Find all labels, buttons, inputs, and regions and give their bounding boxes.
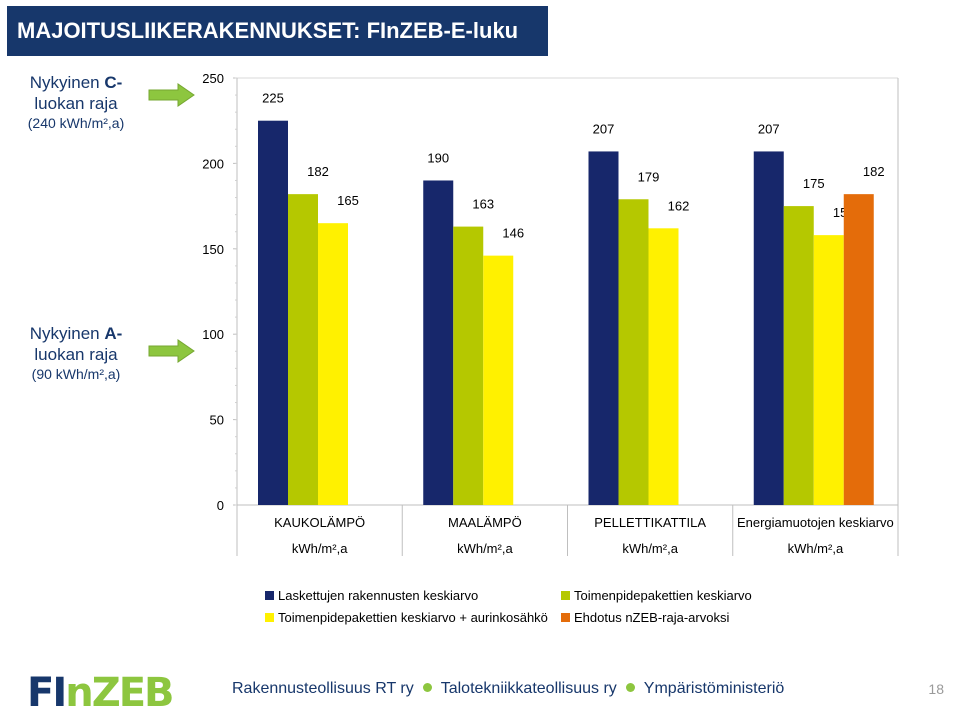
a-class-value: (90 kWh/m²,a) <box>31 366 121 382</box>
data-label: 146 <box>502 226 524 241</box>
c-class-letter: C- <box>104 73 123 92</box>
c-class-arrow-icon <box>148 83 195 107</box>
partner-talotekniikka: Talotekniikkateollisuus ry <box>440 680 617 697</box>
bar <box>318 223 348 505</box>
legend-swatch <box>561 591 570 600</box>
data-label: 225 <box>262 91 284 106</box>
a-class-limit-label: Nykyinen A- luokan raja (90 kWh/m²,a) <box>14 323 138 383</box>
legend-item-series-4: Ehdotus nZEB-raja-arvoksi <box>561 610 729 625</box>
y-tick-label: 200 <box>202 156 224 171</box>
legend-label: Ehdotus nZEB-raja-arvoksi <box>574 610 730 625</box>
legend-item-series-3: Toimenpidepakettien keskiarvo + aurinkos… <box>265 610 548 625</box>
bar <box>423 180 454 506</box>
data-label: 162 <box>668 198 690 213</box>
x-unit-label: kWh/m²,a <box>622 541 678 556</box>
bar <box>648 228 679 505</box>
legend-label: Toimenpidepakettien keskiarvo <box>574 588 752 603</box>
c-class-value: (240 kWh/m²,a) <box>27 115 125 131</box>
bar <box>813 235 844 506</box>
a-class-line2: luokan raja <box>34 345 118 364</box>
c-class-line2: luokan raja <box>34 94 118 113</box>
legend-swatch <box>265 591 274 600</box>
y-tick-label: 100 <box>202 327 224 342</box>
legend-item-series-1: Laskettujen rakennusten keskiarvo <box>265 588 478 603</box>
x-unit-label: kWh/m²,a <box>457 541 513 556</box>
a-class-arrow-icon <box>148 339 195 363</box>
bar <box>453 226 484 505</box>
bar <box>258 120 288 505</box>
finzeb-logo: FInZEB <box>27 673 175 709</box>
legend-label: Laskettujen rakennusten keskiarvo <box>278 588 479 603</box>
partner-ym: Ympäristöministeriö <box>643 680 785 697</box>
x-unit-label: kWh/m²,a <box>292 541 348 556</box>
a-class-letter: A- <box>104 324 123 343</box>
x-unit-label: kWh/m²,a <box>788 541 844 556</box>
data-label: 182 <box>863 164 885 179</box>
c-class-limit-label: Nykyinen C- luokan raja (240 kWh/m²,a) <box>14 72 138 132</box>
y-tick-label: 50 <box>210 413 224 428</box>
page-number: 18 <box>928 681 944 697</box>
x-category-label: Energiamuotojen keskiarvo <box>737 515 894 530</box>
data-label: 207 <box>758 121 780 136</box>
data-label: 207 <box>593 121 615 136</box>
x-category-label: PELLETTIKATTILA <box>594 515 706 530</box>
data-label: 175 <box>803 176 825 191</box>
y-tick-label: 150 <box>202 242 224 257</box>
bar <box>483 255 514 505</box>
bullet-icon <box>625 683 635 692</box>
bar <box>783 206 814 505</box>
data-label: 165 <box>337 193 359 208</box>
c-class-prefix: Nykyinen <box>29 73 105 92</box>
data-label: 182 <box>307 164 329 179</box>
svg-text:FInZEB: FInZEB <box>27 673 173 709</box>
x-category-label: MAALÄMPÖ <box>448 515 522 530</box>
legend-swatch <box>265 613 274 622</box>
y-tick-label: 250 <box>202 71 224 86</box>
x-category-label: KAUKOLÄMPÖ <box>274 515 365 530</box>
a-class-prefix: Nykyinen <box>29 324 105 343</box>
y-tick-label: 0 <box>217 498 224 513</box>
partner-rt: Rakennusteollisuus RT ry <box>232 680 414 697</box>
bullet-icon <box>422 683 432 692</box>
data-label: 163 <box>472 197 494 212</box>
data-label: 190 <box>427 150 449 165</box>
bar <box>843 194 874 506</box>
legend-swatch <box>561 613 570 622</box>
footer-partners: Rakennusteollisuus RT ry Talotekniikkateo… <box>232 680 784 698</box>
bar <box>753 151 784 505</box>
slide-title: MAJOITUSLIIKERAKENNUKSET: FInZEB-E-luku <box>7 6 548 56</box>
legend-item-series-2: Toimenpidepakettien keskiarvo <box>561 588 752 603</box>
legend-label: Toimenpidepakettien keskiarvo + aurinkos… <box>278 610 548 625</box>
data-label: 179 <box>638 169 660 184</box>
bar <box>288 194 318 506</box>
bar <box>588 151 619 505</box>
bar <box>618 199 649 505</box>
